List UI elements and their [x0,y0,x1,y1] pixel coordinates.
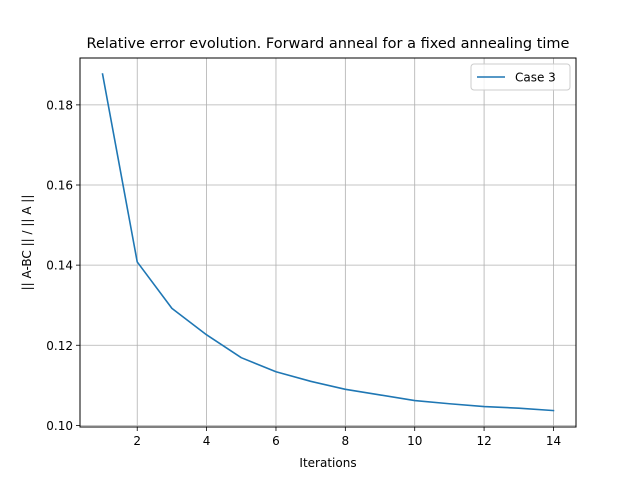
x-tick-label: 10 [407,434,422,448]
y-axis-ticks: 0.10 0.12 0.14 0.16 0.18 [46,98,80,433]
y-tick-label: 0.10 [46,419,73,433]
series-layer [101,73,555,412]
y-tick-label: 0.16 [46,179,73,193]
x-tick-label: 2 [133,434,141,448]
series-line [101,73,555,412]
y-tick-label: 0.14 [46,259,73,273]
x-tick-label: 6 [272,434,280,448]
x-tick-label: 8 [342,434,350,448]
chart-title: Relative error evolution. Forward anneal… [87,36,570,52]
x-tick-label: 12 [476,434,491,448]
legend: Case 3 [470,63,571,91]
x-tick-label: 4 [203,434,211,448]
plot-frame [79,57,577,428]
y-tick-label: 0.12 [46,339,73,353]
x-axis-ticks: 2 4 6 8 10 12 14 [133,427,561,448]
x-axis-label: Iterations [299,456,356,470]
legend-label: Case 3 [515,71,556,85]
grid [80,58,576,427]
legend-box [470,63,571,91]
x-tick-label: 14 [546,434,561,448]
y-axis-label: || A-BC || / || A || [20,195,34,291]
y-tick-label: 0.18 [46,98,73,112]
